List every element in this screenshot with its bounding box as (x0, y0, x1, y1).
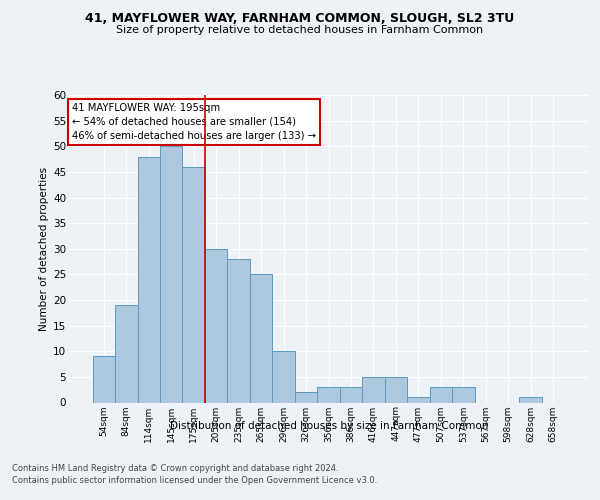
Text: 41 MAYFLOWER WAY: 195sqm
← 54% of detached houses are smaller (154)
46% of semi-: 41 MAYFLOWER WAY: 195sqm ← 54% of detach… (71, 102, 316, 141)
Bar (452, 387, 475, 402)
Bar (137, 156, 160, 402)
Y-axis label: Number of detached properties: Number of detached properties (39, 166, 49, 331)
Bar (520, 398, 542, 402)
Bar (295, 392, 317, 402)
Text: Size of property relative to detached houses in Farnham Common: Size of property relative to detached ho… (116, 25, 484, 35)
Text: 41, MAYFLOWER WAY, FARNHAM COMMON, SLOUGH, SL2 3TU: 41, MAYFLOWER WAY, FARNHAM COMMON, SLOUG… (85, 12, 515, 26)
Bar (250, 274, 272, 402)
Bar (115, 305, 137, 402)
Text: Contains public sector information licensed under the Open Government Licence v3: Contains public sector information licen… (12, 476, 377, 485)
Bar (430, 387, 452, 402)
Bar (160, 146, 182, 403)
Bar (385, 377, 407, 402)
Bar (362, 377, 385, 402)
Bar (205, 248, 227, 402)
Bar (227, 259, 250, 402)
Bar (407, 398, 430, 402)
Bar (272, 351, 295, 403)
Text: Contains HM Land Registry data © Crown copyright and database right 2024.: Contains HM Land Registry data © Crown c… (12, 464, 338, 473)
Bar (317, 387, 340, 402)
Bar (92, 356, 115, 403)
Bar (182, 167, 205, 402)
Bar (340, 387, 362, 402)
Text: Distribution of detached houses by size in Farnham Common: Distribution of detached houses by size … (170, 421, 488, 431)
